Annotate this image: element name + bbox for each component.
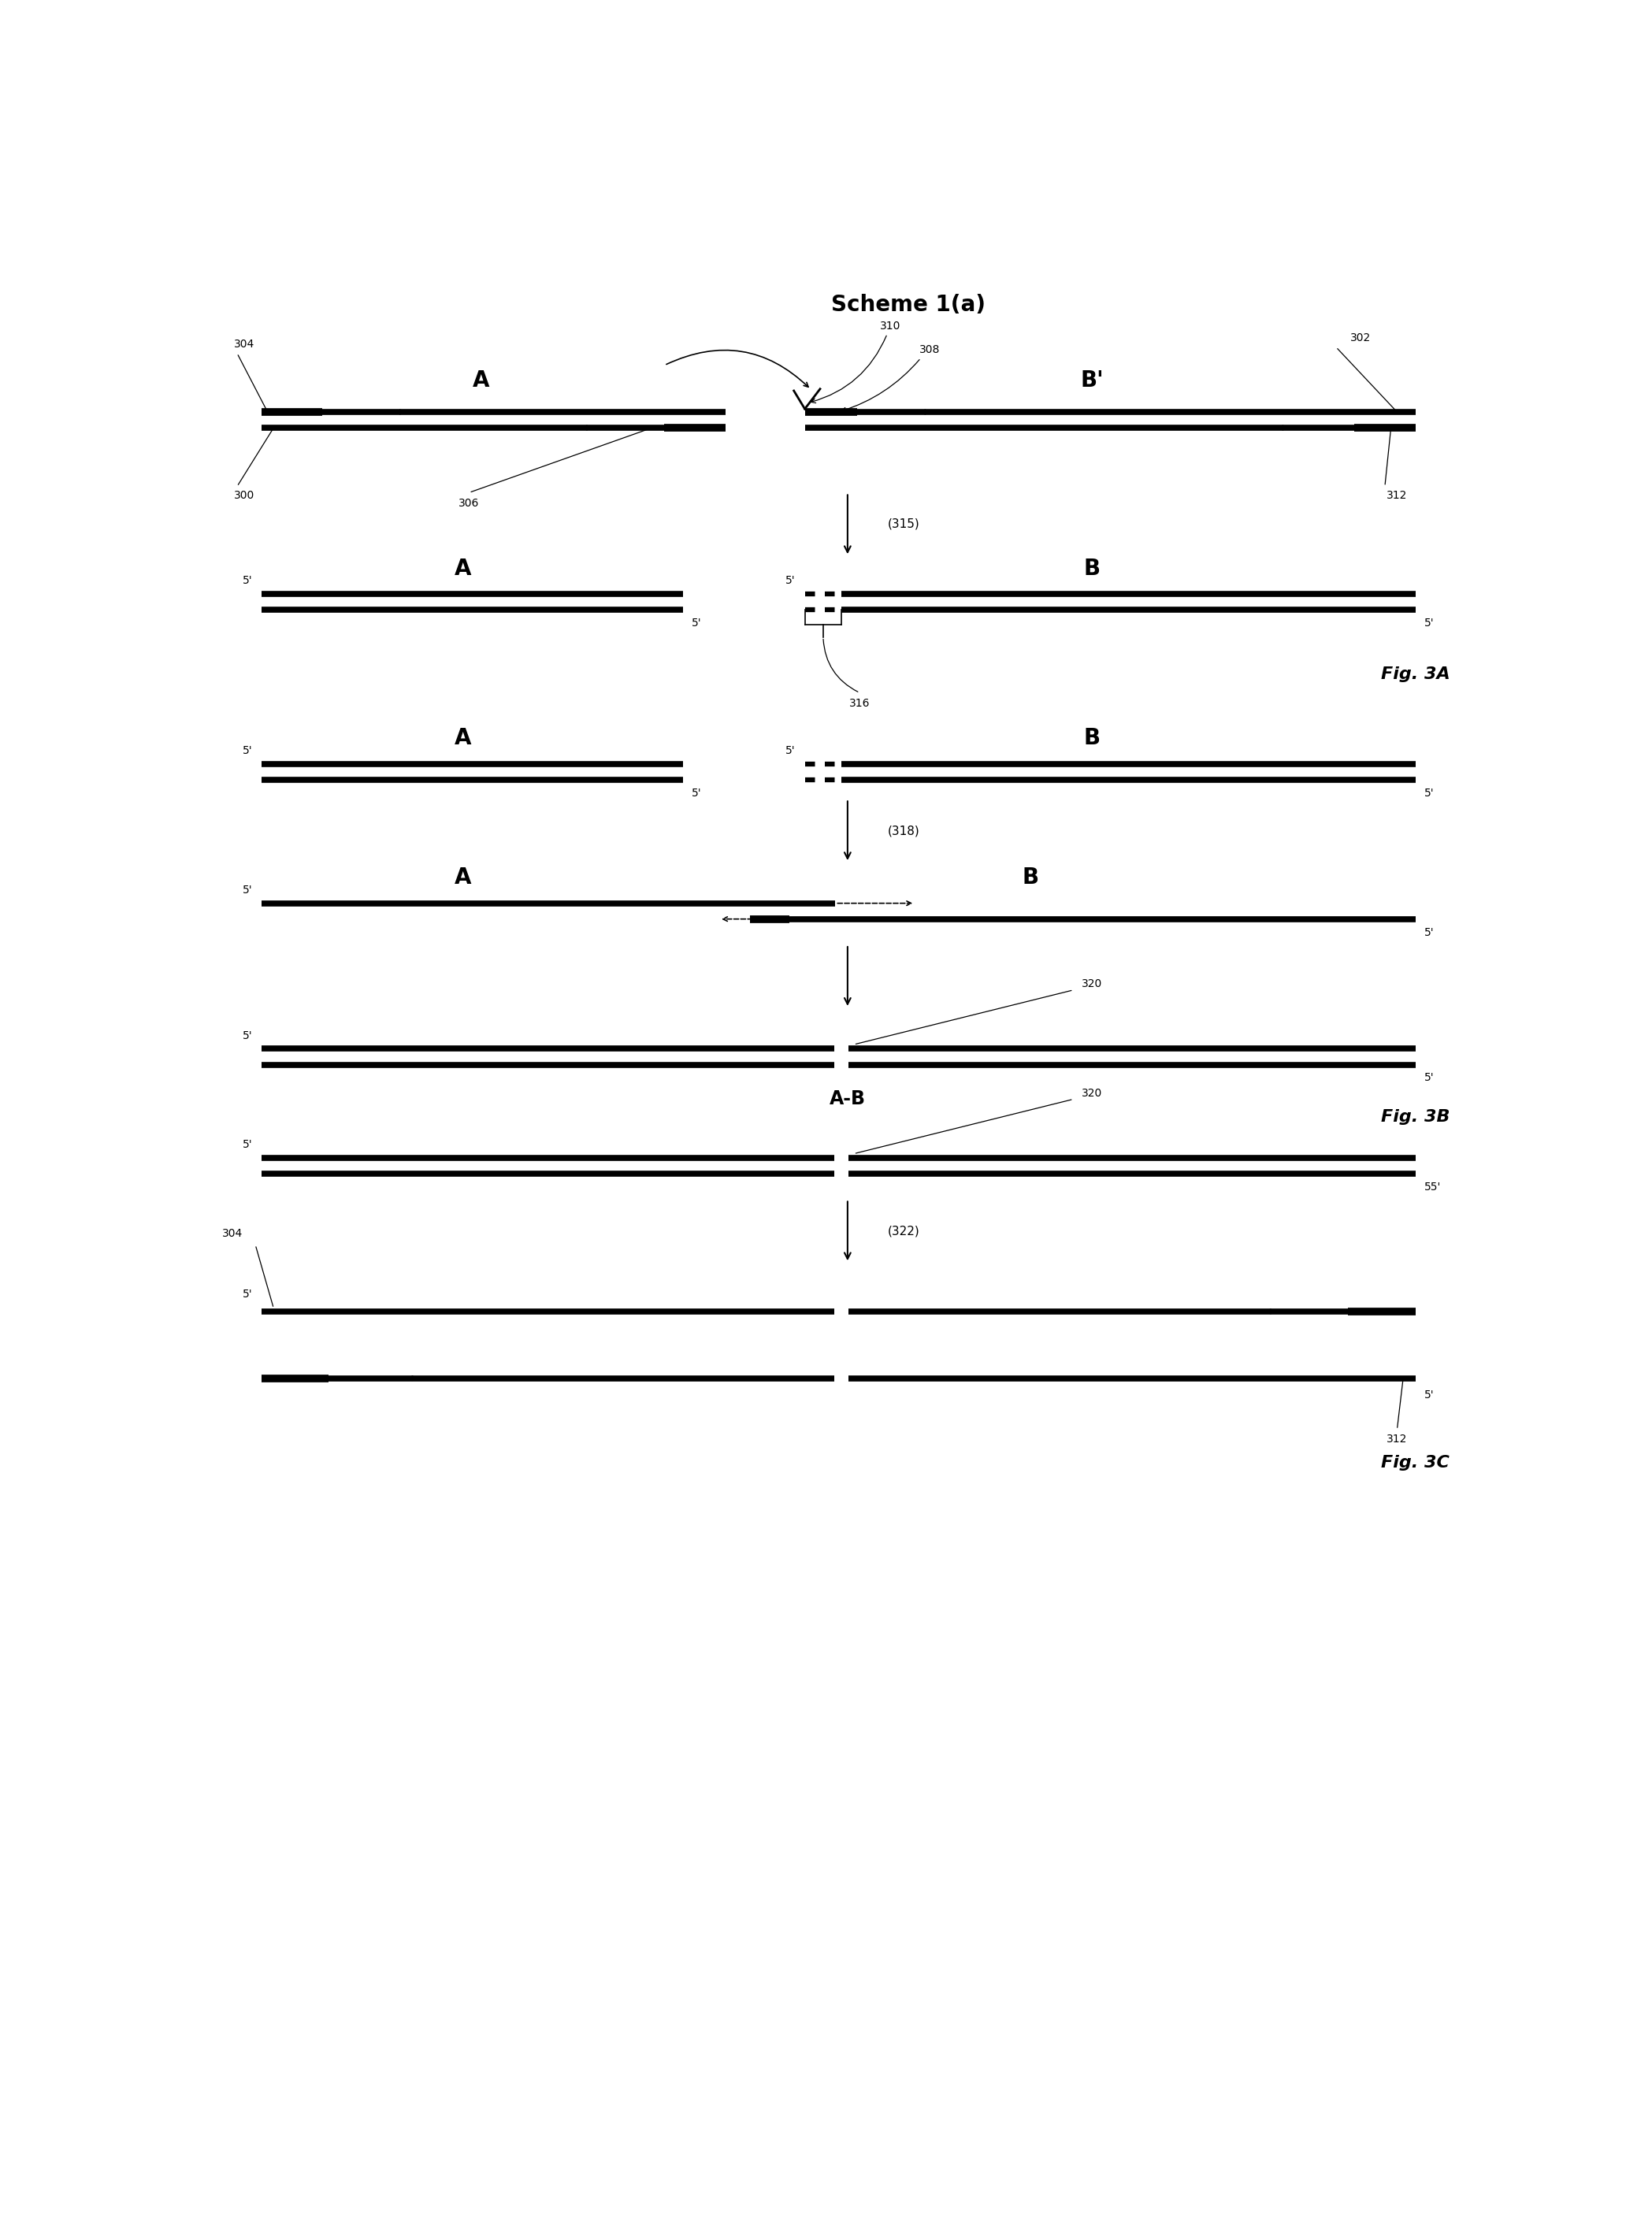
- Text: 5': 5': [1424, 928, 1434, 939]
- Text: (315): (315): [887, 517, 920, 531]
- Text: 302: 302: [1350, 332, 1371, 343]
- Text: 306: 306: [459, 497, 479, 508]
- Text: Fig. 3C: Fig. 3C: [1381, 1456, 1449, 1472]
- Text: 310: 310: [881, 321, 900, 332]
- Text: 320: 320: [1082, 1088, 1102, 1099]
- Text: 5': 5': [692, 618, 702, 629]
- Text: 5': 5': [243, 575, 253, 586]
- Text: 304: 304: [235, 339, 254, 350]
- Text: B: B: [1084, 558, 1100, 580]
- Text: B: B: [1084, 727, 1100, 749]
- Text: 300: 300: [235, 491, 254, 502]
- Text: 5': 5': [243, 885, 253, 896]
- Text: Scheme 1(a): Scheme 1(a): [831, 294, 986, 317]
- Text: Fig. 3A: Fig. 3A: [1381, 667, 1450, 682]
- Text: 5': 5': [1424, 787, 1434, 798]
- Text: 5': 5': [1424, 1389, 1434, 1400]
- Text: A: A: [454, 867, 471, 890]
- Text: 5': 5': [1424, 1073, 1434, 1084]
- Text: Fig. 3B: Fig. 3B: [1381, 1111, 1450, 1126]
- Text: 5': 5': [243, 1289, 253, 1300]
- Text: 308: 308: [920, 346, 940, 355]
- Text: A: A: [454, 727, 471, 749]
- Text: 5': 5': [692, 787, 702, 798]
- Text: 5': 5': [786, 575, 796, 586]
- Text: 320: 320: [1082, 979, 1102, 990]
- Text: 5': 5': [1424, 618, 1434, 629]
- Text: 5': 5': [243, 1030, 253, 1041]
- Text: 55': 55': [1424, 1182, 1441, 1193]
- Text: B: B: [1023, 867, 1039, 890]
- Text: 5': 5': [243, 1140, 253, 1151]
- Text: (322): (322): [887, 1227, 920, 1238]
- Text: 316: 316: [849, 698, 871, 709]
- Text: 312: 312: [1386, 1434, 1408, 1445]
- Text: A: A: [472, 370, 489, 392]
- Text: 5': 5': [786, 745, 796, 756]
- Text: A: A: [454, 558, 471, 580]
- Text: (318): (318): [887, 825, 920, 836]
- Text: B': B': [1080, 370, 1104, 392]
- Text: 312: 312: [1386, 491, 1408, 502]
- Text: A-B: A-B: [829, 1090, 866, 1108]
- Text: 5': 5': [243, 745, 253, 756]
- Text: 304: 304: [223, 1229, 243, 1240]
